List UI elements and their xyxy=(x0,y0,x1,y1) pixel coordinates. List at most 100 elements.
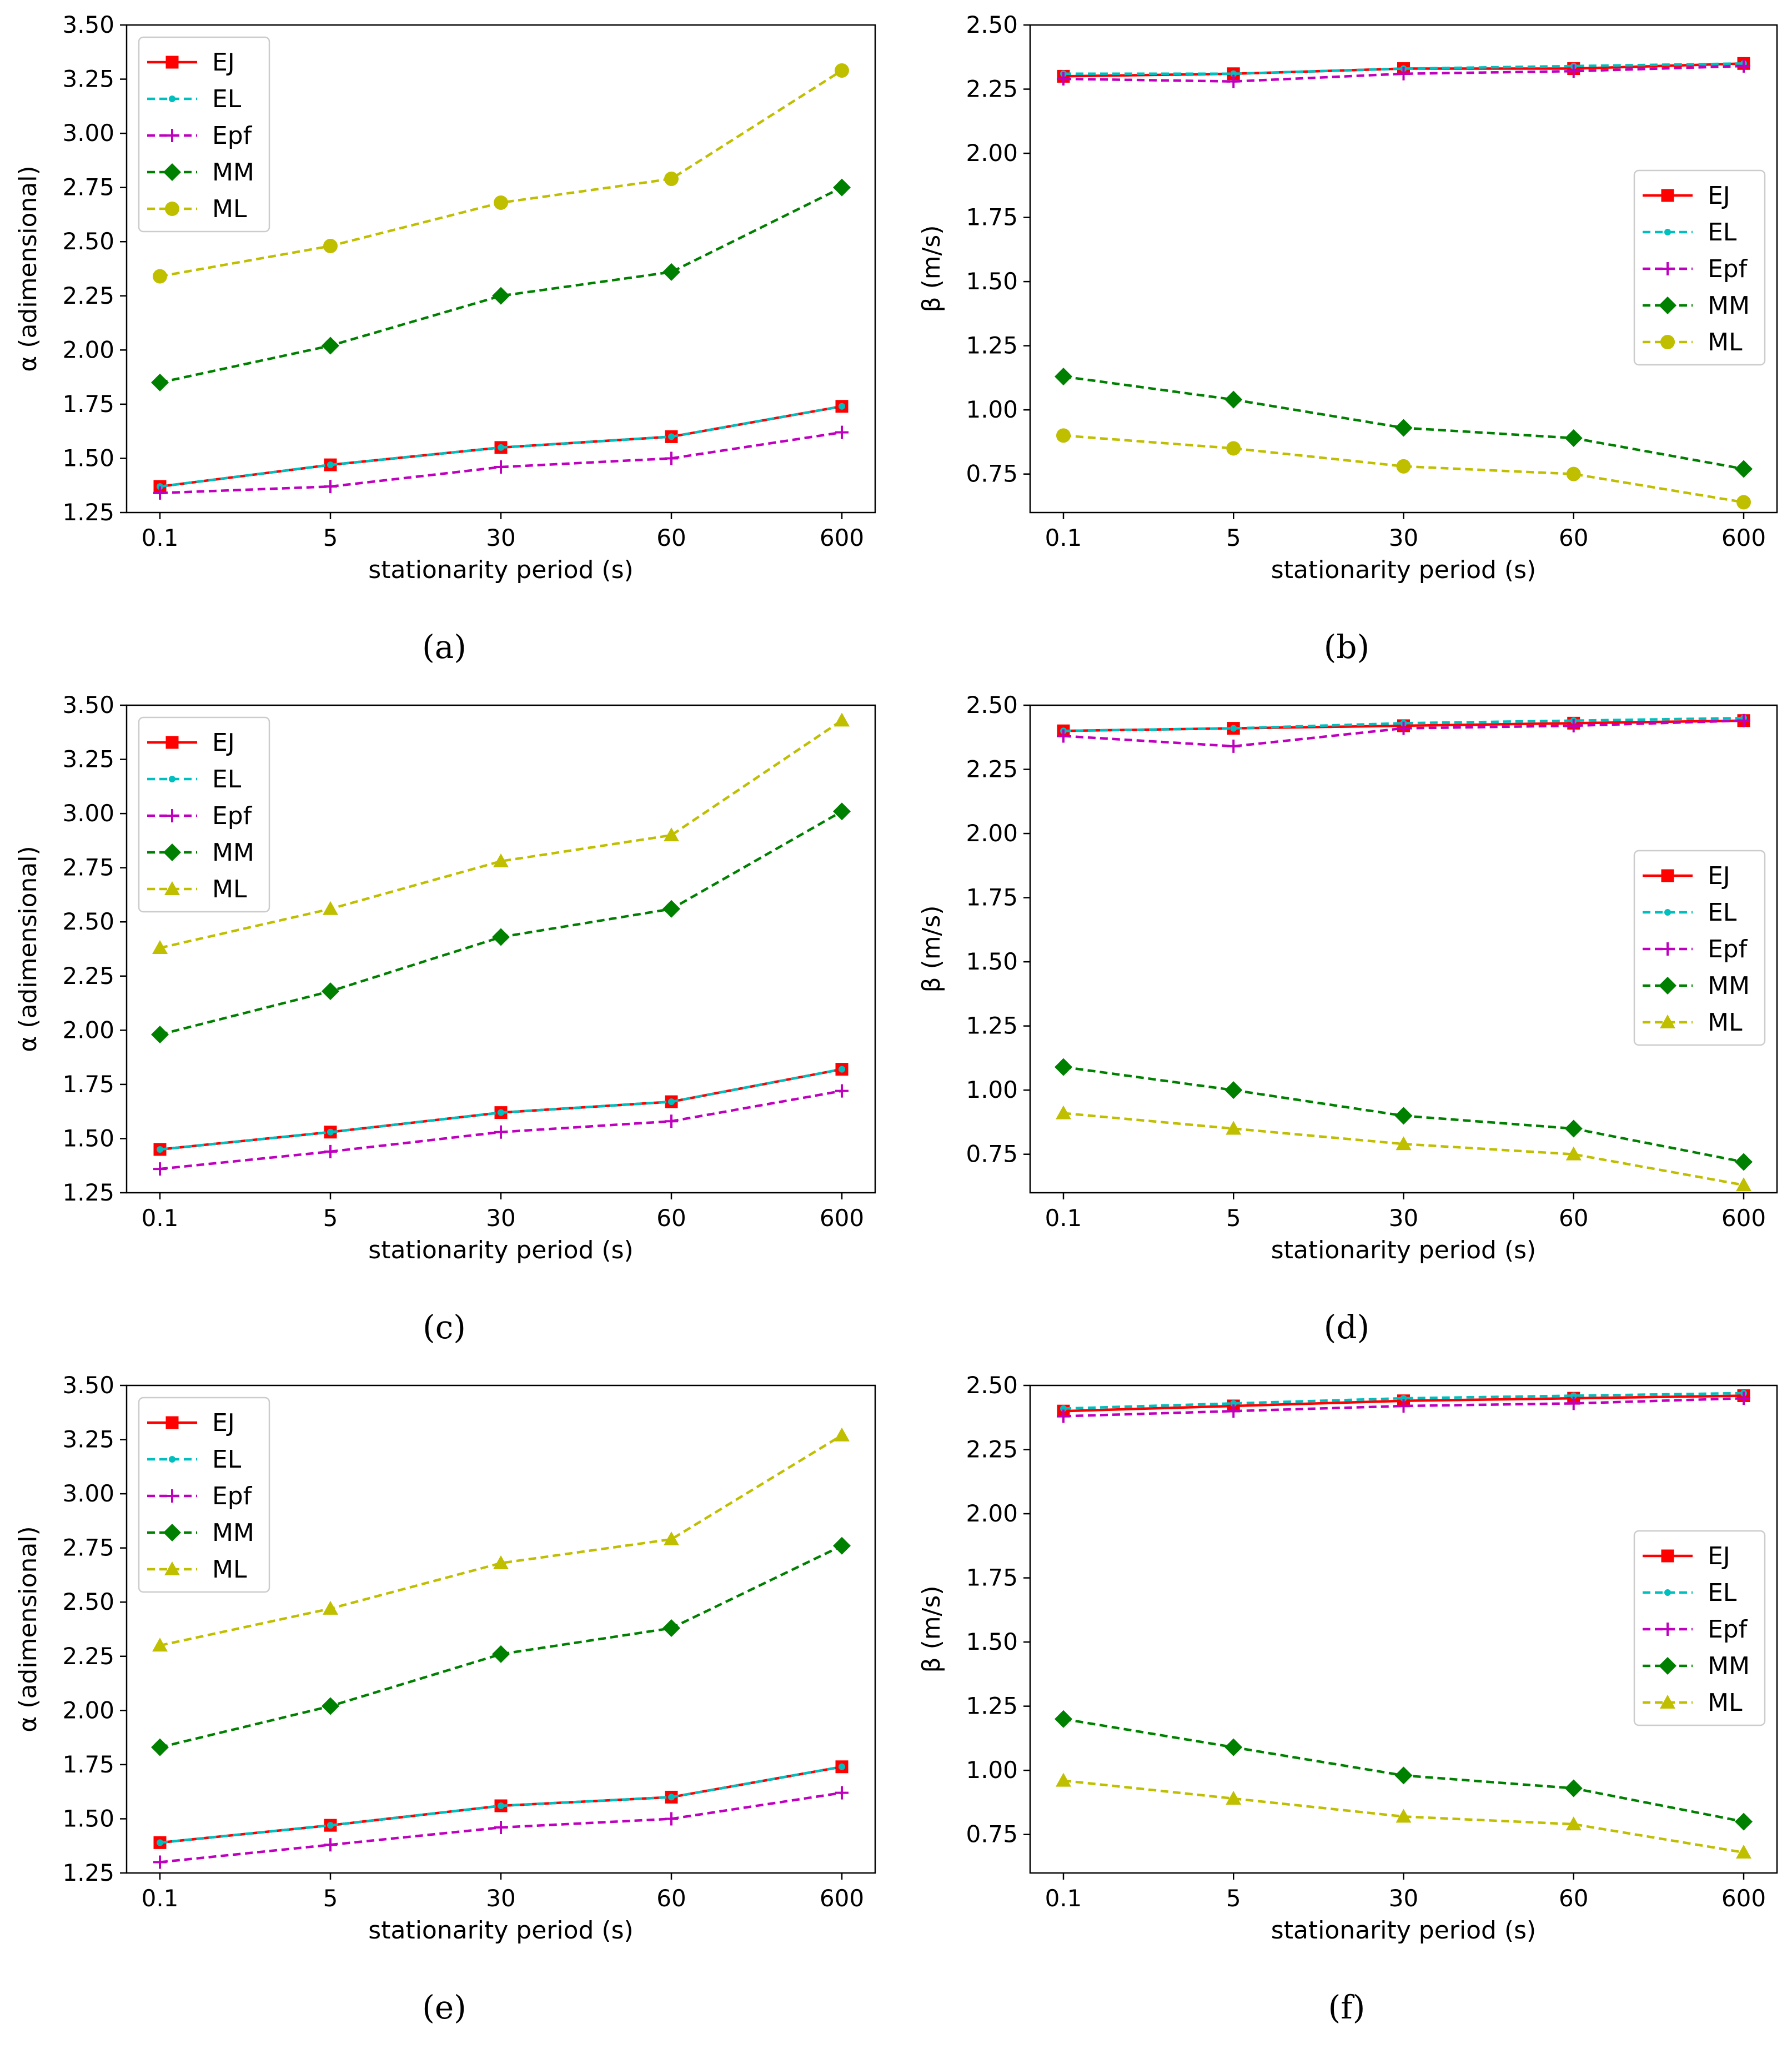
series-MM xyxy=(151,802,851,1044)
y-tick-label: 2.50 xyxy=(62,228,114,255)
y-tick-label: 2.75 xyxy=(62,854,114,881)
legend-marker-EJ xyxy=(1661,189,1674,202)
legend-marker-Epf xyxy=(165,809,179,822)
series-MM xyxy=(151,178,851,391)
data-point-ML xyxy=(1226,441,1241,456)
chart-panel-4: 1.25 1.50 1.75 2.00 2.25 2.50 2.75 3.00 3.25 3.50… xyxy=(14,1372,876,2026)
series-Epf xyxy=(153,1786,849,1869)
series-EL xyxy=(157,1763,845,1846)
legend-marker-ML xyxy=(164,1561,180,1575)
data-point-EL xyxy=(327,1128,334,1136)
legend-box xyxy=(1633,169,1766,366)
data-point-Epf xyxy=(324,1838,337,1852)
data-point-Epf xyxy=(1057,1409,1070,1423)
data-point-ML xyxy=(1226,1121,1242,1135)
series-Epf xyxy=(1057,1392,1750,1423)
data-point-ML xyxy=(494,195,508,210)
x-tick-label: 600 xyxy=(820,1885,864,1912)
legend-marker-EJ xyxy=(165,56,179,69)
data-point-Epf xyxy=(835,1786,849,1800)
legend-label-Epf: Epf xyxy=(1708,255,1748,283)
series-line-ML xyxy=(1063,1112,1744,1187)
legend-box xyxy=(138,1397,270,1593)
panel-caption: (c) xyxy=(423,1308,466,1346)
legend: EJ EL Epf MM ML xyxy=(1633,169,1766,366)
data-point-EL xyxy=(668,433,675,440)
panel-caption: (d) xyxy=(1324,1308,1369,1346)
data-point-Epf xyxy=(835,1084,849,1098)
y-tick-label: 2.75 xyxy=(62,174,114,201)
data-point-EL xyxy=(498,1109,504,1116)
legend-label-EL: EL xyxy=(1708,218,1737,247)
y-tick-label: 1.25 xyxy=(966,1012,1018,1039)
data-point-Epf xyxy=(1567,1397,1580,1410)
data-point-MM xyxy=(1055,368,1072,386)
y-axis-label: β (m/s) xyxy=(917,905,946,992)
data-point-MM xyxy=(1735,460,1753,478)
x-axis-label: stationarity period (s) xyxy=(1271,556,1536,584)
data-point-Epf xyxy=(1397,1399,1410,1413)
y-tick-label: 1.75 xyxy=(62,390,114,418)
legend-label-Epf: Epf xyxy=(1708,935,1748,963)
series-line-Epf xyxy=(1063,1397,1744,1418)
chart-panel-5: 0.75 1.00 1.25 1.50 1.75 2.00 2.25 2.50 0.1 5 30 60… xyxy=(917,1372,1778,2026)
data-point-Epf xyxy=(153,1162,167,1176)
series-ML xyxy=(1056,1772,1751,1859)
y-tick-label: 1.75 xyxy=(966,884,1018,911)
legend: EJ EL Epf MM ML xyxy=(1633,1530,1766,1726)
series-ML xyxy=(152,1427,850,1652)
legend-label-ML: ML xyxy=(1708,1689,1743,1717)
y-axis-label: α (adimensional) xyxy=(14,165,42,371)
legend-label-EJ: EJ xyxy=(1708,862,1730,890)
data-point-EL xyxy=(1230,1400,1237,1407)
y-tick-label: 1.00 xyxy=(966,1756,1018,1784)
data-point-MM xyxy=(1224,1738,1243,1756)
y-tick-label: 1.00 xyxy=(966,396,1018,423)
y-tick-label: 1.25 xyxy=(966,332,1018,359)
data-point-ML xyxy=(493,1555,509,1569)
data-point-ML xyxy=(834,1427,850,1442)
x-axis-label: stationarity period (s) xyxy=(368,556,633,584)
legend-label-EJ: EJ xyxy=(212,729,235,757)
legend-marker-MM xyxy=(163,163,181,181)
series-Epf xyxy=(1057,714,1750,753)
x-tick-label: 0.1 xyxy=(142,524,179,551)
y-tick-label: 2.00 xyxy=(62,1696,114,1724)
legend: EJ EL Epf MM ML xyxy=(1633,850,1766,1046)
legend-marker-EJ xyxy=(1661,869,1674,882)
y-tick-label: 0.75 xyxy=(966,460,1018,488)
x-tick-label: 5 xyxy=(323,1204,338,1232)
y-tick-label: 2.50 xyxy=(966,691,1018,719)
legend-label-MM: MM xyxy=(1708,292,1750,320)
chart-panel-0: 1.25 1.50 1.75 2.00 2.25 2.50 2.75 3.00 3.25 3.50… xyxy=(14,11,876,666)
data-point-EL xyxy=(1230,725,1237,732)
legend-marker-EJ xyxy=(165,736,179,749)
legend-label-EJ: EJ xyxy=(1708,182,1730,210)
data-point-MM xyxy=(322,982,339,1001)
data-point-Epf xyxy=(1057,729,1070,743)
data-point-ML xyxy=(323,239,338,254)
y-tick-label: 1.75 xyxy=(62,1071,114,1098)
y-tick-label: 1.50 xyxy=(966,1628,1018,1655)
data-point-MM xyxy=(1224,1081,1243,1099)
legend-marker-EL xyxy=(1664,909,1671,916)
data-point-MM xyxy=(1564,429,1583,447)
data-point-EL xyxy=(157,1146,163,1153)
series-line-MM xyxy=(159,1544,842,1749)
legend-marker-Epf xyxy=(1661,942,1674,956)
legend-label-Epf: Epf xyxy=(212,802,253,830)
data-point-ML xyxy=(1566,466,1581,481)
series-line-EL xyxy=(1063,716,1744,732)
legend-label-ML: ML xyxy=(212,875,247,903)
series-MM xyxy=(151,1536,851,1756)
data-point-EL xyxy=(839,403,845,410)
legend-label-MM: MM xyxy=(212,158,254,187)
legend-marker-Epf xyxy=(1661,1623,1674,1636)
data-point-Epf xyxy=(835,425,849,439)
data-point-ML xyxy=(323,1600,338,1615)
y-tick-label: 2.50 xyxy=(966,11,1018,38)
y-tick-label: 2.00 xyxy=(966,820,1018,847)
series-line-EL xyxy=(1063,1392,1744,1410)
legend: EJ EL Epf MM ML xyxy=(138,1397,270,1593)
data-point-ML xyxy=(323,901,338,915)
